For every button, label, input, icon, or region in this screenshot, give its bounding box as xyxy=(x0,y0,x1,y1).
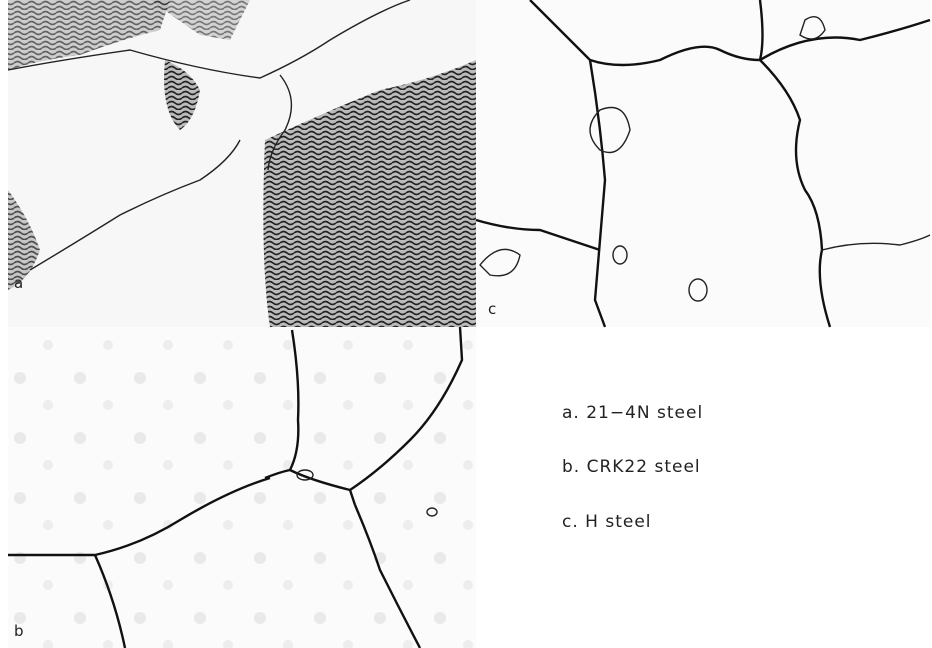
figure: a c b a. 21−4N steel b. CRK22 steel xyxy=(0,0,932,648)
panel-c: c xyxy=(476,0,930,327)
legend-item: c. H steel xyxy=(562,512,652,532)
legend-item: b. CRK22 steel xyxy=(562,457,701,477)
panel-label: a xyxy=(14,274,23,292)
legend: a. 21−4N steel b. CRK22 steel c. H steel xyxy=(562,403,703,532)
panel-label: b xyxy=(14,622,24,640)
panel-label: c xyxy=(488,300,496,318)
panel-a: a xyxy=(8,0,476,327)
panel-b: b xyxy=(8,327,476,648)
legend-item: a. 21−4N steel xyxy=(562,403,703,423)
